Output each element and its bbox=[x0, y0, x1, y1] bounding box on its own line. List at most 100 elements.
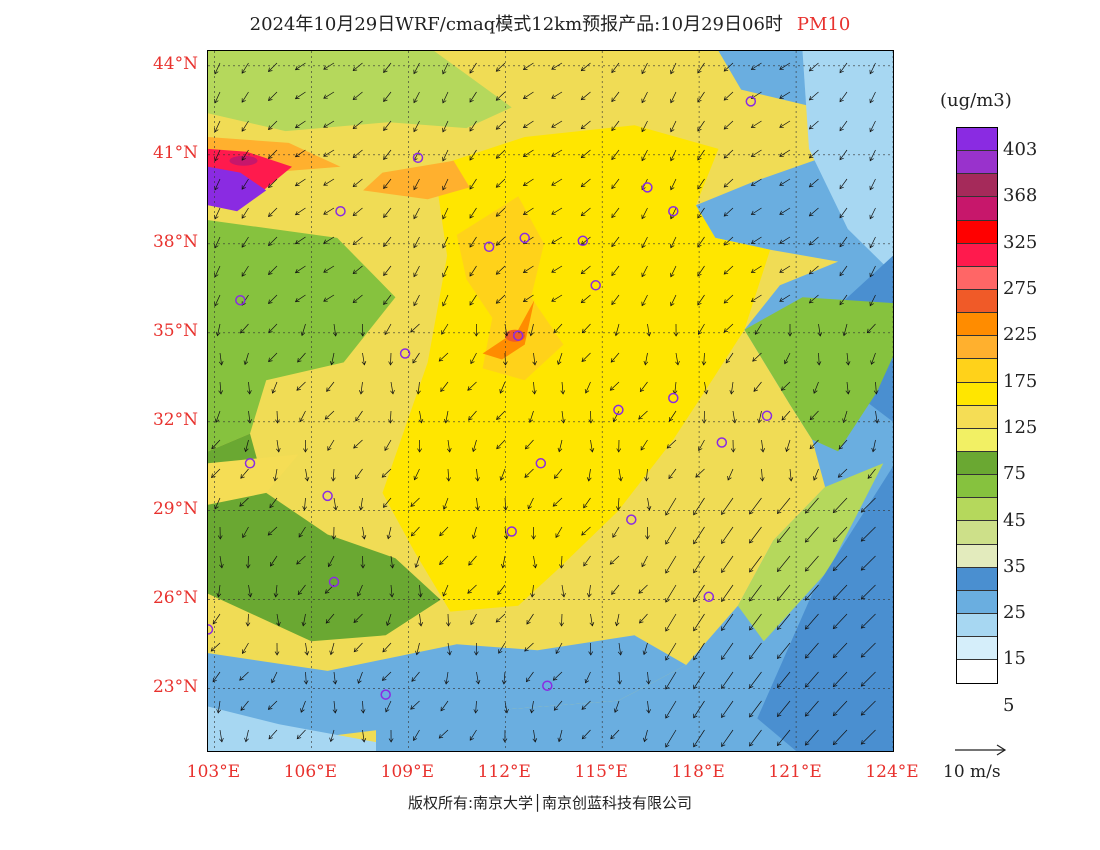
wind-arrow bbox=[551, 62, 563, 70]
wind-arrowhead bbox=[804, 625, 810, 630]
wind-arrowhead bbox=[495, 241, 501, 246]
wind-arrowhead bbox=[750, 152, 756, 157]
wind-arrow bbox=[523, 294, 534, 302]
wind-arrow bbox=[353, 439, 363, 449]
wind-arrow bbox=[419, 584, 421, 597]
wind-arrow bbox=[875, 381, 877, 395]
city-marker bbox=[244, 458, 256, 469]
wind-arrow bbox=[268, 294, 278, 304]
wind-arrowhead bbox=[496, 444, 501, 450]
wind-arrowhead bbox=[839, 242, 844, 248]
longitude-tick-label: 118°E bbox=[671, 762, 725, 782]
wind-arrowhead bbox=[245, 622, 251, 627]
wind-arrowhead bbox=[781, 415, 786, 421]
wind-arrowhead bbox=[729, 390, 735, 395]
wind-arrowhead bbox=[531, 390, 537, 395]
wind-arrowhead bbox=[355, 416, 360, 422]
wind-arrowhead bbox=[304, 651, 310, 656]
field-green-sw bbox=[208, 433, 441, 642]
wind-arrowhead bbox=[874, 419, 880, 424]
wind-arrowhead bbox=[779, 268, 784, 273]
wind-arrow bbox=[611, 265, 620, 276]
wind-arrowhead bbox=[296, 386, 301, 391]
wind-arrow bbox=[304, 497, 306, 510]
wind-arrow bbox=[611, 236, 620, 247]
wind-arrow bbox=[749, 613, 762, 631]
wind-arrowhead bbox=[723, 67, 729, 72]
wind-arrow bbox=[413, 236, 420, 248]
wind-arrowhead bbox=[804, 509, 810, 514]
wind-arrowhead bbox=[560, 390, 566, 395]
wind-arrow bbox=[467, 381, 477, 391]
wind-arrowhead bbox=[610, 358, 616, 363]
wind-arrowhead bbox=[413, 301, 418, 307]
wind-arrowhead bbox=[611, 300, 616, 306]
legend-swatch bbox=[957, 428, 997, 452]
city-marker bbox=[335, 205, 346, 217]
wind-arrowhead bbox=[752, 357, 757, 362]
wind-arrow bbox=[217, 700, 221, 713]
city-marker bbox=[380, 689, 391, 700]
wind-arrow bbox=[833, 497, 848, 513]
wind-arrow bbox=[779, 62, 791, 70]
wind-arrowhead bbox=[360, 564, 366, 569]
wind-arrow bbox=[357, 671, 363, 684]
wind-arrow bbox=[352, 91, 363, 100]
wind-arrowhead bbox=[732, 418, 737, 424]
wind-arrowhead bbox=[384, 330, 389, 336]
wind-arrowhead bbox=[730, 448, 736, 453]
wind-arrow bbox=[383, 236, 392, 247]
wind-arrow bbox=[302, 613, 306, 626]
wind-arrow bbox=[295, 120, 306, 128]
wind-arrow bbox=[470, 613, 477, 625]
wind-arrow bbox=[498, 642, 506, 654]
wind-arrow bbox=[581, 700, 591, 710]
wind-arrowhead bbox=[832, 566, 838, 572]
wind-arrow bbox=[305, 642, 308, 655]
wind-arrow bbox=[558, 729, 563, 742]
wind-arrowhead bbox=[410, 502, 415, 507]
latitude-tick-label: 38°N bbox=[152, 231, 198, 252]
wind-arrowhead bbox=[641, 243, 646, 249]
wind-arrow bbox=[861, 642, 876, 658]
wind-arrow bbox=[533, 352, 536, 365]
wind-arrowhead bbox=[446, 448, 452, 453]
wind-arrowhead bbox=[721, 742, 726, 747]
latitude-tick-label: 29°N bbox=[152, 498, 198, 519]
wind-arrow bbox=[362, 526, 365, 539]
wind-arrowhead bbox=[382, 503, 388, 508]
wind-arrowhead bbox=[247, 592, 253, 598]
wind-arrowhead bbox=[611, 213, 616, 219]
wind-arrow bbox=[268, 178, 278, 188]
wind-arrowhead bbox=[845, 390, 851, 395]
wind-arrowhead bbox=[750, 297, 756, 302]
wind-arrow bbox=[611, 62, 620, 73]
wind-arrow bbox=[241, 120, 249, 132]
wind-arrow bbox=[447, 642, 451, 655]
wind-arrowhead bbox=[361, 360, 367, 366]
wind-arrowhead bbox=[296, 560, 301, 565]
wind-arrowhead bbox=[300, 331, 306, 337]
wind-arrow bbox=[214, 178, 221, 191]
city-marker bbox=[399, 348, 411, 359]
wind-arrowhead bbox=[646, 332, 652, 337]
wind-arrowhead bbox=[214, 127, 219, 133]
wind-arrow bbox=[244, 352, 249, 365]
wind-arrowhead bbox=[390, 389, 395, 395]
wind-arrowhead bbox=[442, 98, 447, 104]
wind-arrow bbox=[333, 700, 336, 713]
wind-arrow bbox=[723, 323, 734, 333]
wind-arrowhead bbox=[869, 185, 874, 191]
wind-arrowhead bbox=[551, 297, 556, 302]
wind-arrowhead bbox=[522, 297, 528, 302]
wind-arrow bbox=[555, 526, 563, 538]
wind-arrowhead bbox=[496, 415, 501, 420]
wind-arrow bbox=[670, 120, 677, 132]
wind-arrow bbox=[558, 439, 563, 452]
wind-arrow bbox=[590, 439, 593, 452]
wind-arrow bbox=[641, 265, 648, 277]
wind-arrow bbox=[843, 410, 848, 423]
wind-arrowhead bbox=[787, 332, 793, 337]
wind-arrowhead bbox=[499, 476, 505, 481]
legend-units: (ug/m3) bbox=[940, 90, 1012, 111]
